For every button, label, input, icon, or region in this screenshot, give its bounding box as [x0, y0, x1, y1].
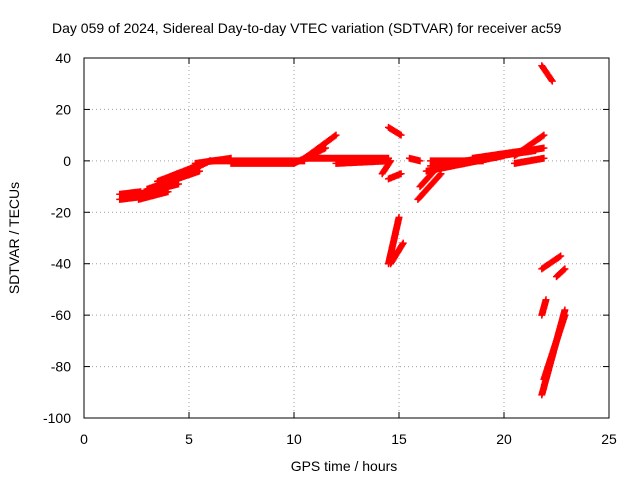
x-tick-label: 20	[496, 431, 512, 447]
data-segment	[135, 188, 172, 203]
x-axis-label: GPS time / hours	[291, 458, 398, 474]
data-segment	[538, 252, 565, 273]
x-tick-label: 0	[80, 431, 88, 447]
axis-ticks: 0 5 10 15 20 25 -100 -80 -60 -40 -20 0 20 40	[43, 50, 617, 447]
data-segment	[385, 123, 405, 139]
data-segment	[414, 170, 445, 203]
data-points	[116, 62, 569, 399]
data-segment	[227, 159, 298, 167]
data-segment	[385, 170, 405, 183]
y-tick-label: -100	[43, 410, 71, 426]
data-segment	[511, 144, 548, 157]
y-tick-label: -20	[51, 204, 71, 220]
x-tick-label: 5	[185, 431, 193, 447]
data-segment	[540, 311, 569, 383]
data-segment	[538, 62, 556, 85]
data-segment	[332, 157, 392, 167]
x-tick-label: 10	[286, 431, 302, 447]
y-tick-label: -80	[51, 359, 71, 375]
data-segment	[511, 154, 548, 167]
y-tick-label: 40	[55, 50, 71, 66]
data-segment	[538, 296, 550, 319]
chart-title: Day 059 of 2024, Sidereal Day-to-day VTE…	[52, 20, 562, 36]
y-tick-label: 20	[55, 101, 71, 117]
plot-frame	[83, 57, 610, 419]
y-tick-label: -60	[51, 307, 71, 323]
y-tick-label: 0	[63, 153, 71, 169]
x-tick-label: 15	[391, 431, 407, 447]
x-tick-label: 25	[601, 431, 617, 447]
data-segment	[553, 265, 569, 281]
y-tick-label: -40	[51, 256, 71, 272]
grid-lines	[84, 58, 609, 418]
data-segment	[406, 154, 424, 165]
data-segment	[378, 157, 395, 178]
data-segment	[387, 239, 407, 268]
y-axis-label: SDTVAR / TECUs	[6, 182, 22, 294]
